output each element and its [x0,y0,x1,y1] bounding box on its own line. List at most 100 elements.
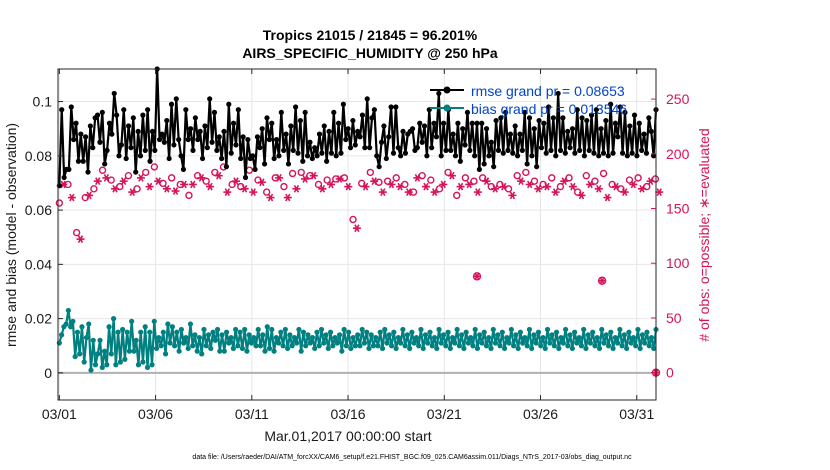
bias-point [556,345,562,352]
bias-point [312,345,318,352]
obs-possible-marker [556,182,565,191]
bias-point [104,362,110,368]
rmse-point [519,147,525,153]
bias-point [205,332,212,338]
obs-evaluated-stroke [483,177,490,186]
obs-possible-marker [591,177,599,185]
rmse-point [85,169,91,175]
obs-evaluated-marker [154,177,163,186]
bias-point [242,326,248,333]
rmse-point [362,145,368,151]
rmse-point [636,120,642,126]
bias-point [343,343,349,349]
rmse-point [345,126,351,132]
bias-point [174,329,180,335]
rmse-point [102,161,108,167]
bias-point [316,343,322,349]
obs-evaluated-stroke [518,177,524,186]
obs-possible-marker [142,168,150,177]
bias-point [605,343,612,349]
rmse-point [304,153,311,159]
rmse-point [283,131,289,137]
rmse-point [367,145,373,151]
bias-point [196,334,203,341]
obs-evaluated-marker [646,177,655,186]
data-file-footnote: data file: /Users/raeder/DAI/ATM_forcXX/… [192,454,632,461]
rmse-point [600,150,607,156]
bias-point [357,343,363,349]
obs-evaluated-marker [620,188,629,196]
obs-possible-marker [427,176,435,184]
rmse-point [510,150,516,156]
rmse-point [331,109,337,116]
rmse-point [450,131,456,137]
bias-point [138,329,144,335]
obs-evaluated-stroke [656,188,662,196]
rmse-point [443,147,449,153]
rmse-point [608,101,614,107]
rmse-point [577,147,583,153]
bias-point [603,332,609,338]
bias-point [501,345,508,352]
rmse-point [581,153,588,159]
obs-evaluated-marker [162,184,171,193]
bias-point [275,340,282,346]
rmse-point [491,164,497,170]
obs-evaluated-stroke [138,174,144,182]
bias-point [538,343,544,349]
bias-point [203,343,209,349]
bias-point [592,343,598,349]
obs-possible-marker [548,174,556,182]
obs-evaluated-stroke [388,180,395,189]
obs-evaluated-stroke [276,174,282,182]
bias-point [289,343,295,349]
rmse-point [455,120,461,126]
rmse-point [238,155,244,162]
bias-point [386,332,392,338]
rmse-point [588,112,595,118]
rmse-point [87,123,93,129]
bias-point [309,334,316,341]
rmse-point [469,120,475,126]
rmse-point [343,136,349,143]
bias-point [314,329,320,335]
bias-point [262,348,268,354]
obs-evaluated-stroke [267,193,274,202]
bias-point [459,332,465,338]
bias-point [167,340,173,346]
rmse-point [352,142,358,148]
rmse-point [557,147,564,153]
bias-point [508,326,514,333]
rmse-point [254,134,261,140]
rmse-point [164,117,170,124]
bias-point [576,334,582,341]
bias-point [122,356,128,362]
rmse-point [312,145,318,151]
rmse-point [61,174,67,181]
bias-point [601,340,607,346]
obs-evaluated-marker [93,177,102,186]
bias-point [463,329,469,335]
bias-point [339,348,345,354]
bias-point [135,362,142,368]
rmse-point [467,147,473,153]
rmse-point [419,139,425,145]
obs-possible-marker [98,166,107,174]
rmse-point [517,131,523,137]
bias-series [56,307,659,373]
bias-point [330,343,336,349]
rmse-point [603,117,609,124]
x-tick-label: 03/26 [523,406,558,422]
bias-point [434,345,440,352]
bias-point [447,345,453,352]
bias-point [454,326,460,333]
bias-point [529,345,535,352]
bias-point [495,332,501,338]
obs-evaluated-stroke [622,188,628,196]
rmse-point [314,153,320,159]
bias-point [612,334,618,341]
bias-point [368,332,374,338]
bias-point [619,343,625,349]
rmse-point [393,104,399,110]
bias-point [246,332,252,338]
